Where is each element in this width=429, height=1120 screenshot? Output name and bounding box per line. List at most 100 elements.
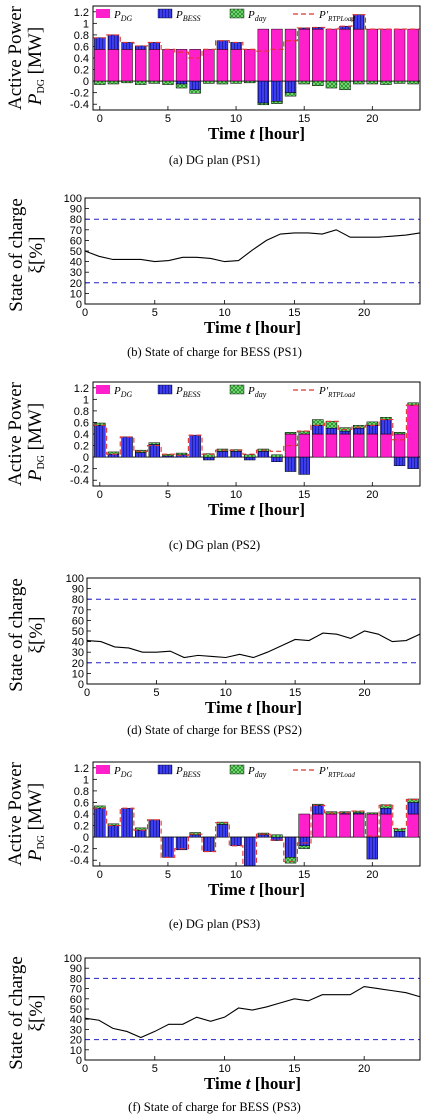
x-tick-label: 20 xyxy=(358,1063,370,1075)
y-tick-label: 30 xyxy=(70,267,82,279)
y-axis-label: State of charge ξ[%] xyxy=(6,956,47,1070)
bess-bar xyxy=(107,825,120,838)
plot-frame xyxy=(92,761,421,867)
bess-bar xyxy=(312,27,324,30)
dg-bar xyxy=(162,49,174,82)
day-bar xyxy=(325,80,338,89)
bess-bar xyxy=(271,80,283,102)
y-tick-label: 1 xyxy=(83,18,89,30)
bess-bar xyxy=(230,451,242,458)
day-bar xyxy=(339,80,351,91)
dg-bar xyxy=(312,813,324,838)
legend-bess-label: PBESS xyxy=(175,765,201,779)
bess-bar xyxy=(380,419,392,435)
day-bar xyxy=(380,416,392,420)
day-bar xyxy=(107,823,120,826)
day-bar xyxy=(271,101,283,104)
y-tick-label: 0 xyxy=(83,76,89,88)
y-tick-label: 50 xyxy=(70,1004,82,1016)
day-bar xyxy=(352,810,365,814)
bess-bar xyxy=(284,80,297,93)
bess-bar xyxy=(298,27,310,30)
dg-bar xyxy=(339,28,351,82)
x-label-pre: Time xyxy=(208,500,250,519)
y-tick-label: 100 xyxy=(64,953,82,965)
x-tick-label: 0 xyxy=(97,489,103,501)
y-tick-label: 100 xyxy=(64,193,82,205)
dg-bar xyxy=(352,813,365,838)
dg-bar xyxy=(380,28,392,82)
y-tick-label: 0.6 xyxy=(74,41,89,53)
legend-load-label-sub: RTPLoad xyxy=(327,15,355,23)
bess-bar xyxy=(162,836,174,858)
legend-day-label-main: P xyxy=(247,9,255,21)
y-tick-label: 70 xyxy=(72,605,84,617)
bess-bar xyxy=(339,25,351,30)
y-axis-label: Active Power PDG [MW] xyxy=(5,761,47,866)
legend: PDG PBESS Pday P'RTPLoad xyxy=(96,764,355,779)
y-tick-label: 80 xyxy=(72,594,84,606)
legend-dg-swatch xyxy=(96,9,110,18)
legend-bess-label-sub: BESS xyxy=(183,390,201,399)
panel-ps1-dg: Active Power PDG [MW] -0.4 -0.2 0 0.2 0.4 0.6 0.… xyxy=(0,0,429,146)
legend-load-label: P'RTPLoad xyxy=(318,385,355,399)
legend-day-label-main: P xyxy=(247,385,255,397)
x-tick-label: 10 xyxy=(230,489,242,501)
x-tick-label: 10 xyxy=(220,687,232,699)
legend-dg-label-main: P xyxy=(113,9,121,21)
dg-bar xyxy=(298,28,310,82)
chart-ps1-dg: Active Power PDG [MW]-0.4-0.200.20.40.60.… xyxy=(5,5,421,143)
y-label-line1: Active Power xyxy=(5,5,26,110)
legend-load-label: P'RTPLoad xyxy=(318,765,355,779)
y-tick-label: 80 xyxy=(70,214,82,226)
y-label-line2: PDG [MW] xyxy=(25,27,47,106)
dg-bar xyxy=(366,28,379,82)
bess-bar xyxy=(216,40,229,50)
y-label-var: P xyxy=(25,93,46,106)
x-tick-label: 5 xyxy=(152,307,158,319)
day-bar xyxy=(148,80,161,84)
legend-dg-swatch xyxy=(96,385,110,394)
bess-bar xyxy=(257,80,270,104)
dg-bar xyxy=(107,49,120,82)
x-axis-label: Time t [hour] xyxy=(204,318,301,336)
dg-bar xyxy=(407,28,419,82)
day-bar xyxy=(325,421,338,429)
load-line xyxy=(93,404,420,456)
x-label-var: t xyxy=(246,1074,252,1093)
dg-bar xyxy=(243,49,256,82)
x-tick-label: 15 xyxy=(298,489,310,501)
bess-bar xyxy=(407,802,419,815)
day-bar xyxy=(380,804,392,809)
plot-frame xyxy=(92,381,421,487)
y-tick-label: 20 xyxy=(70,1035,82,1047)
day-bar xyxy=(230,80,242,84)
day-bar xyxy=(162,453,174,457)
x-label-var: t xyxy=(250,500,256,519)
bess-bar xyxy=(393,456,406,467)
x-axis-label: Time t [hour] xyxy=(208,500,305,519)
day-bar xyxy=(407,80,419,85)
caption-f: (f) State of charge for BESS (PS3) xyxy=(128,1100,301,1114)
bess-bar xyxy=(366,836,379,860)
y-label-line2: ξ[%] xyxy=(26,237,47,274)
x-label-post: [hour] xyxy=(250,318,301,336)
bess-bar xyxy=(352,427,365,435)
day-bar xyxy=(393,80,406,84)
y-tick-label: 1 xyxy=(83,394,89,406)
bess-bar xyxy=(216,451,229,458)
legend-dg-label: PDG xyxy=(113,765,133,779)
bess-bar xyxy=(298,456,310,475)
y-tick-label: 0.2 xyxy=(74,65,89,77)
y-label-line2: ξ[%] xyxy=(26,617,47,654)
soc-line xyxy=(84,985,421,1039)
plot-frame xyxy=(84,197,421,305)
legend-day-label-sub: day xyxy=(255,14,267,23)
bess-bar xyxy=(148,444,161,458)
y-tick-label: 1.2 xyxy=(74,383,89,395)
legend-day-label: Pday xyxy=(247,9,267,23)
y-tick-label: 60 xyxy=(70,994,82,1006)
day-bar xyxy=(148,442,161,445)
dg-bar xyxy=(312,433,324,458)
x-label-pre: Time xyxy=(208,880,250,899)
